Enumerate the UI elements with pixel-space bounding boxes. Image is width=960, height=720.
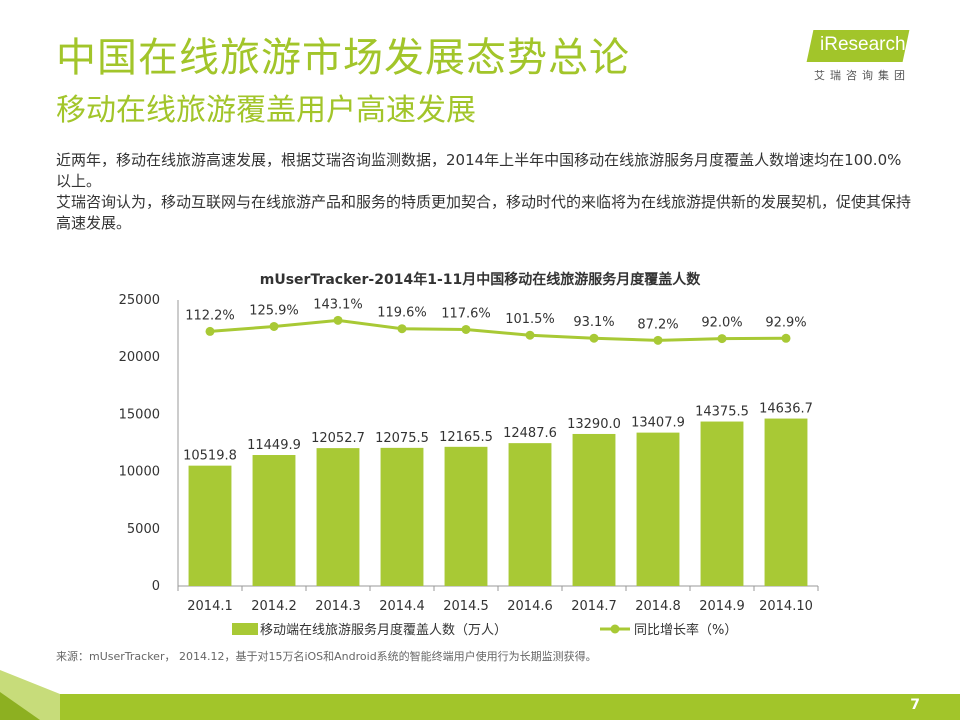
growth-line xyxy=(209,318,787,342)
bar xyxy=(572,433,616,586)
footer-bar xyxy=(0,694,960,720)
bar-value-label: 14375.5 xyxy=(695,405,749,420)
bar-value-labels: 10519.8 11449.9 12052.7 12075.5 12165.5 12487… xyxy=(183,402,813,464)
growth-point xyxy=(589,333,599,343)
page-subtitle: 移动在线旅游覆盖用户高速发展 xyxy=(56,93,476,128)
growth-value-label: 125.9% xyxy=(249,303,299,318)
bar xyxy=(380,447,424,586)
bar-value-label: 13290.0 xyxy=(567,417,621,432)
growth-value-label: 119.6% xyxy=(377,306,427,321)
x-axis: 2014.1 2014.2 2014.3 2014.4 2014.5 2014.6 2014… xyxy=(177,585,819,614)
x-tick-label: 2014.8 xyxy=(635,599,681,614)
bar-value-label: 12075.5 xyxy=(375,431,429,446)
iresearch-logo: iResearch 艾瑞咨询集团 xyxy=(806,30,916,86)
growth-value-labels: 112.2% 125.9% 143.1% 119.6% 117.6% 101.5% 93.1… xyxy=(185,297,806,332)
bar-value-label: 11449.9 xyxy=(247,438,301,453)
legend-bar-swatch xyxy=(232,623,258,635)
growth-value-label: 117.6% xyxy=(441,306,491,321)
bar xyxy=(444,446,488,586)
growth-point xyxy=(653,335,663,345)
bar-value-label: 12165.5 xyxy=(439,430,493,445)
bar-value-label: 13407.9 xyxy=(631,416,685,431)
x-tick-label: 2014.3 xyxy=(315,599,361,614)
growth-point xyxy=(205,326,215,336)
y-tick-label: 0 xyxy=(152,579,160,594)
x-tick-label: 2014.2 xyxy=(251,599,297,614)
bar xyxy=(700,421,744,586)
bar-value-label: 12487.6 xyxy=(503,426,557,441)
logo-tagline: 艾瑞咨询集团 xyxy=(814,69,910,82)
x-tick-label: 2014.7 xyxy=(571,599,617,614)
growth-value-label: 92.9% xyxy=(765,315,806,330)
page-number: 7 xyxy=(910,697,920,713)
growth-point xyxy=(397,324,407,334)
growth-point xyxy=(269,321,279,331)
x-tick-label: 2014.4 xyxy=(379,599,425,614)
growth-point xyxy=(525,330,535,340)
growth-point xyxy=(461,324,471,334)
y-tick-label: 20000 xyxy=(119,350,160,365)
bar xyxy=(764,418,808,586)
legend-line-label: 同比增长率（%） xyxy=(634,622,737,638)
y-tick-label: 25000 xyxy=(119,293,160,308)
growth-point xyxy=(781,333,791,343)
y-tick-label: 15000 xyxy=(119,407,160,422)
bar xyxy=(636,432,680,586)
x-tick-label: 2014.9 xyxy=(699,599,745,614)
source-note: 来源：mUserTracker， 2014.12，基于对15万名iOS和Andr… xyxy=(56,650,597,663)
y-tick-label: 10000 xyxy=(119,465,160,480)
bar-series xyxy=(188,418,808,586)
growth-point xyxy=(333,315,343,325)
summary-paragraph-1: 近两年，移动在线旅游高速发展，根据艾瑞咨询监测数据，2014年上半年中国移动在线… xyxy=(56,151,902,190)
x-tick-label: 2014.5 xyxy=(443,599,489,614)
chart-legend: 移动端在线旅游服务月度覆盖人数（万人） 同比增长率（%） xyxy=(232,622,737,638)
coverage-chart: mUserTracker-2014年1-11月中国移动在线旅游服务月度覆盖人数 … xyxy=(119,271,819,638)
footer-corner-decoration xyxy=(0,670,60,720)
growth-line-series xyxy=(205,315,791,345)
x-tick-label: 2014.1 xyxy=(187,599,233,614)
x-tick-label: 2014.6 xyxy=(507,599,553,614)
y-axis: 0 5000 10000 15000 20000 25000 xyxy=(119,293,179,594)
growth-point xyxy=(717,334,727,344)
growth-value-label: 93.1% xyxy=(573,315,614,330)
growth-value-label: 101.5% xyxy=(505,312,555,327)
logo-brand: iResearch xyxy=(820,34,906,55)
bar-value-label: 14636.7 xyxy=(759,402,813,417)
bar xyxy=(188,465,232,586)
bar-value-label: 10519.8 xyxy=(183,449,237,464)
legend-line-marker xyxy=(610,624,620,634)
growth-value-label: 92.0% xyxy=(701,316,742,331)
bar xyxy=(316,448,360,586)
growth-value-label: 112.2% xyxy=(185,308,235,323)
y-tick-label: 5000 xyxy=(127,522,160,537)
summary-paragraph-2: 艾瑞咨询认为，移动互联网与在线旅游产品和服务的特质更加契合，移动时代的来临将为在… xyxy=(56,193,912,232)
page-title: 中国在线旅游市场发展态势总论 xyxy=(56,35,630,81)
bar xyxy=(508,443,552,586)
bar xyxy=(252,455,296,586)
growth-value-label: 87.2% xyxy=(637,317,678,332)
growth-value-label: 143.1% xyxy=(313,297,363,312)
summary-text: 近两年，移动在线旅游高速发展，根据艾瑞咨询监测数据，2014年上半年中国移动在线… xyxy=(56,150,916,234)
bar-value-label: 12052.7 xyxy=(311,431,365,446)
x-tick-label: 2014.10 xyxy=(759,599,813,614)
legend-bar-label: 移动端在线旅游服务月度覆盖人数（万人） xyxy=(260,622,507,638)
chart-title: mUserTracker-2014年1-11月中国移动在线旅游服务月度覆盖人数 xyxy=(260,271,701,288)
